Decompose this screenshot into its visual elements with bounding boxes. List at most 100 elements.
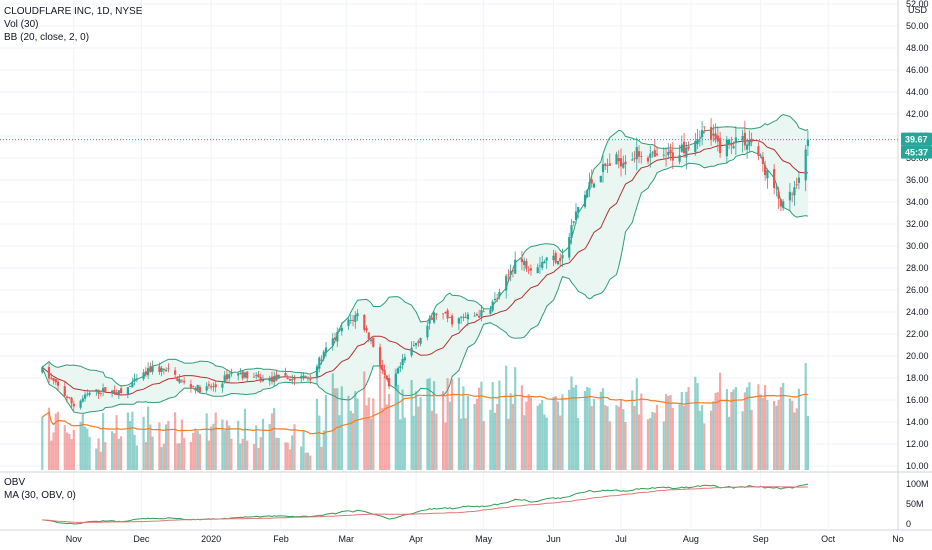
volume-bar xyxy=(97,438,100,470)
candle xyxy=(714,123,717,144)
candle-body xyxy=(230,372,233,375)
volume-bar xyxy=(671,408,674,470)
candle-body xyxy=(54,379,57,383)
volume-bar xyxy=(520,385,523,470)
vol-indicator-label[interactable]: Vol (30) xyxy=(4,19,39,30)
candle xyxy=(97,389,100,399)
candle-body xyxy=(228,374,231,379)
bb-indicator-label[interactable]: BB (20, close, 2, 0) xyxy=(4,32,90,43)
obv-tick-label: 50M xyxy=(906,499,924,509)
candle xyxy=(601,154,605,183)
price-tick-label: 36.00 xyxy=(906,175,929,185)
candle xyxy=(246,371,249,382)
candle-body xyxy=(806,139,809,146)
candle-body xyxy=(703,126,706,128)
candle xyxy=(259,373,262,383)
candle xyxy=(687,141,690,152)
candle-body xyxy=(640,156,643,157)
candle-body xyxy=(115,392,118,395)
volume-bar xyxy=(570,376,573,470)
candle-body xyxy=(410,347,413,356)
obv-ma-indicator-label[interactable]: MA (30, OBV, 0) xyxy=(4,490,76,501)
candle xyxy=(520,251,523,271)
candle xyxy=(761,151,764,172)
volume-bar xyxy=(52,432,55,470)
volume-bar xyxy=(649,418,652,470)
price-axis: 10.00 12.00 14.00 16.00 18.00 20.00 22.00 24.00… xyxy=(906,0,929,471)
candle xyxy=(574,203,578,224)
candle-body xyxy=(320,359,323,361)
volume-bar xyxy=(633,406,636,470)
candle xyxy=(412,341,415,347)
candle xyxy=(604,162,607,170)
candle xyxy=(129,385,132,388)
candle xyxy=(189,379,192,393)
candle-body xyxy=(793,187,796,196)
candle xyxy=(694,133,697,156)
candle xyxy=(649,145,652,168)
volume-bar xyxy=(712,401,715,470)
candle-body xyxy=(633,158,636,160)
candle-body xyxy=(401,359,404,366)
candle-body xyxy=(473,315,476,317)
countdown-badge: 45:37 xyxy=(901,145,932,159)
volume-bar xyxy=(685,391,688,470)
candle-body xyxy=(412,345,415,346)
bb-basis-line xyxy=(41,139,808,396)
candle xyxy=(651,151,654,158)
candle-body xyxy=(257,374,260,378)
candle xyxy=(732,141,735,149)
price-tick-label: 44.00 xyxy=(906,87,929,97)
volume-bar xyxy=(435,413,438,470)
candle-body xyxy=(381,364,384,371)
candle xyxy=(505,273,508,299)
volume-bar xyxy=(66,432,69,470)
candle-body xyxy=(669,149,672,154)
volume-bar xyxy=(397,384,400,470)
candle-body xyxy=(426,325,429,338)
volume-bar xyxy=(268,424,271,470)
volume-bar xyxy=(460,418,463,470)
candle xyxy=(228,371,231,384)
volume-bar xyxy=(491,382,494,470)
candle-body xyxy=(383,369,386,375)
candle-body xyxy=(444,312,447,313)
candle xyxy=(84,391,87,402)
volume-bar xyxy=(47,407,51,470)
volume-bar xyxy=(665,394,668,470)
volume-bar xyxy=(606,406,609,470)
candle xyxy=(72,400,75,411)
volume-bar xyxy=(541,400,544,470)
candle xyxy=(759,153,762,159)
volume-bar xyxy=(561,394,564,470)
volume-bar xyxy=(442,391,445,470)
price-tick-label: 52.00 xyxy=(906,0,929,9)
price-tick-label: 14.00 xyxy=(906,417,929,427)
volume-bar xyxy=(54,413,57,470)
candle-body xyxy=(189,384,192,388)
candle-body xyxy=(113,390,116,394)
candle-body xyxy=(259,376,262,382)
candle xyxy=(554,250,557,265)
candle-body xyxy=(165,369,168,372)
candle-body xyxy=(523,260,526,266)
candle xyxy=(646,155,650,165)
volume-bar xyxy=(588,387,591,470)
candle xyxy=(81,395,84,403)
volume-bar xyxy=(50,440,53,470)
candle-body xyxy=(72,403,75,407)
candle xyxy=(221,381,224,393)
candle-body xyxy=(255,375,258,377)
volume-bar xyxy=(716,392,719,470)
candle-body xyxy=(538,265,541,267)
volume-bar xyxy=(320,446,323,470)
candle xyxy=(320,355,323,365)
candle xyxy=(383,364,386,378)
candle xyxy=(460,315,463,324)
volume-bar xyxy=(592,398,596,470)
obv-indicator-label[interactable]: OBV xyxy=(4,477,26,488)
candle-body xyxy=(117,390,120,395)
candle xyxy=(144,367,147,377)
candle xyxy=(268,375,271,386)
